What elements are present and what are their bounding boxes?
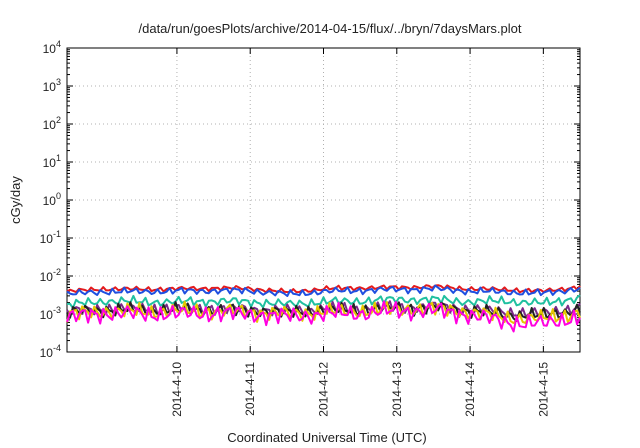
x-tick-label: 2014-4-13 [390,362,404,417]
y-tick-label: 10-1 [40,229,61,246]
series-line [66,284,581,297]
chart-title: /data/run/goesPlots/archive/2014-04-15/f… [139,21,522,36]
y-tick-label: 10-2 [40,267,61,284]
y-tick-label: 103 [43,77,61,94]
y-axis-label: cGy/day [8,176,23,224]
x-tick-label: 2014-4-15 [536,362,550,417]
x-tick-label: 2014-4-10 [170,362,184,417]
x-axis-label: Coordinated Universal Time (UTC) [227,430,426,445]
series-group [66,284,581,333]
x-axis: 2014-4-10 2014-4-11 2014-4-12 2014-4-13 2014… [170,48,550,417]
x-tick-label: 2014-4-14 [463,362,477,417]
y-tick-label: 10-3 [40,305,61,322]
y-tick-label: 100 [43,191,61,208]
y-axis: 10-4 10-3 10-2 10-1 100 101 102 103 104 [40,39,580,360]
y-tick-label: 104 [43,39,61,56]
y-tick-label: 102 [43,115,61,132]
x-tick-label: 2014-4-12 [317,362,331,417]
x-tick-label: 2014-4-11 [243,362,257,416]
y-tick-label: 10-4 [40,343,61,360]
y-tick-label: 101 [43,153,61,170]
series-line [66,300,581,324]
series-line [67,294,581,309]
series-line [66,300,581,333]
